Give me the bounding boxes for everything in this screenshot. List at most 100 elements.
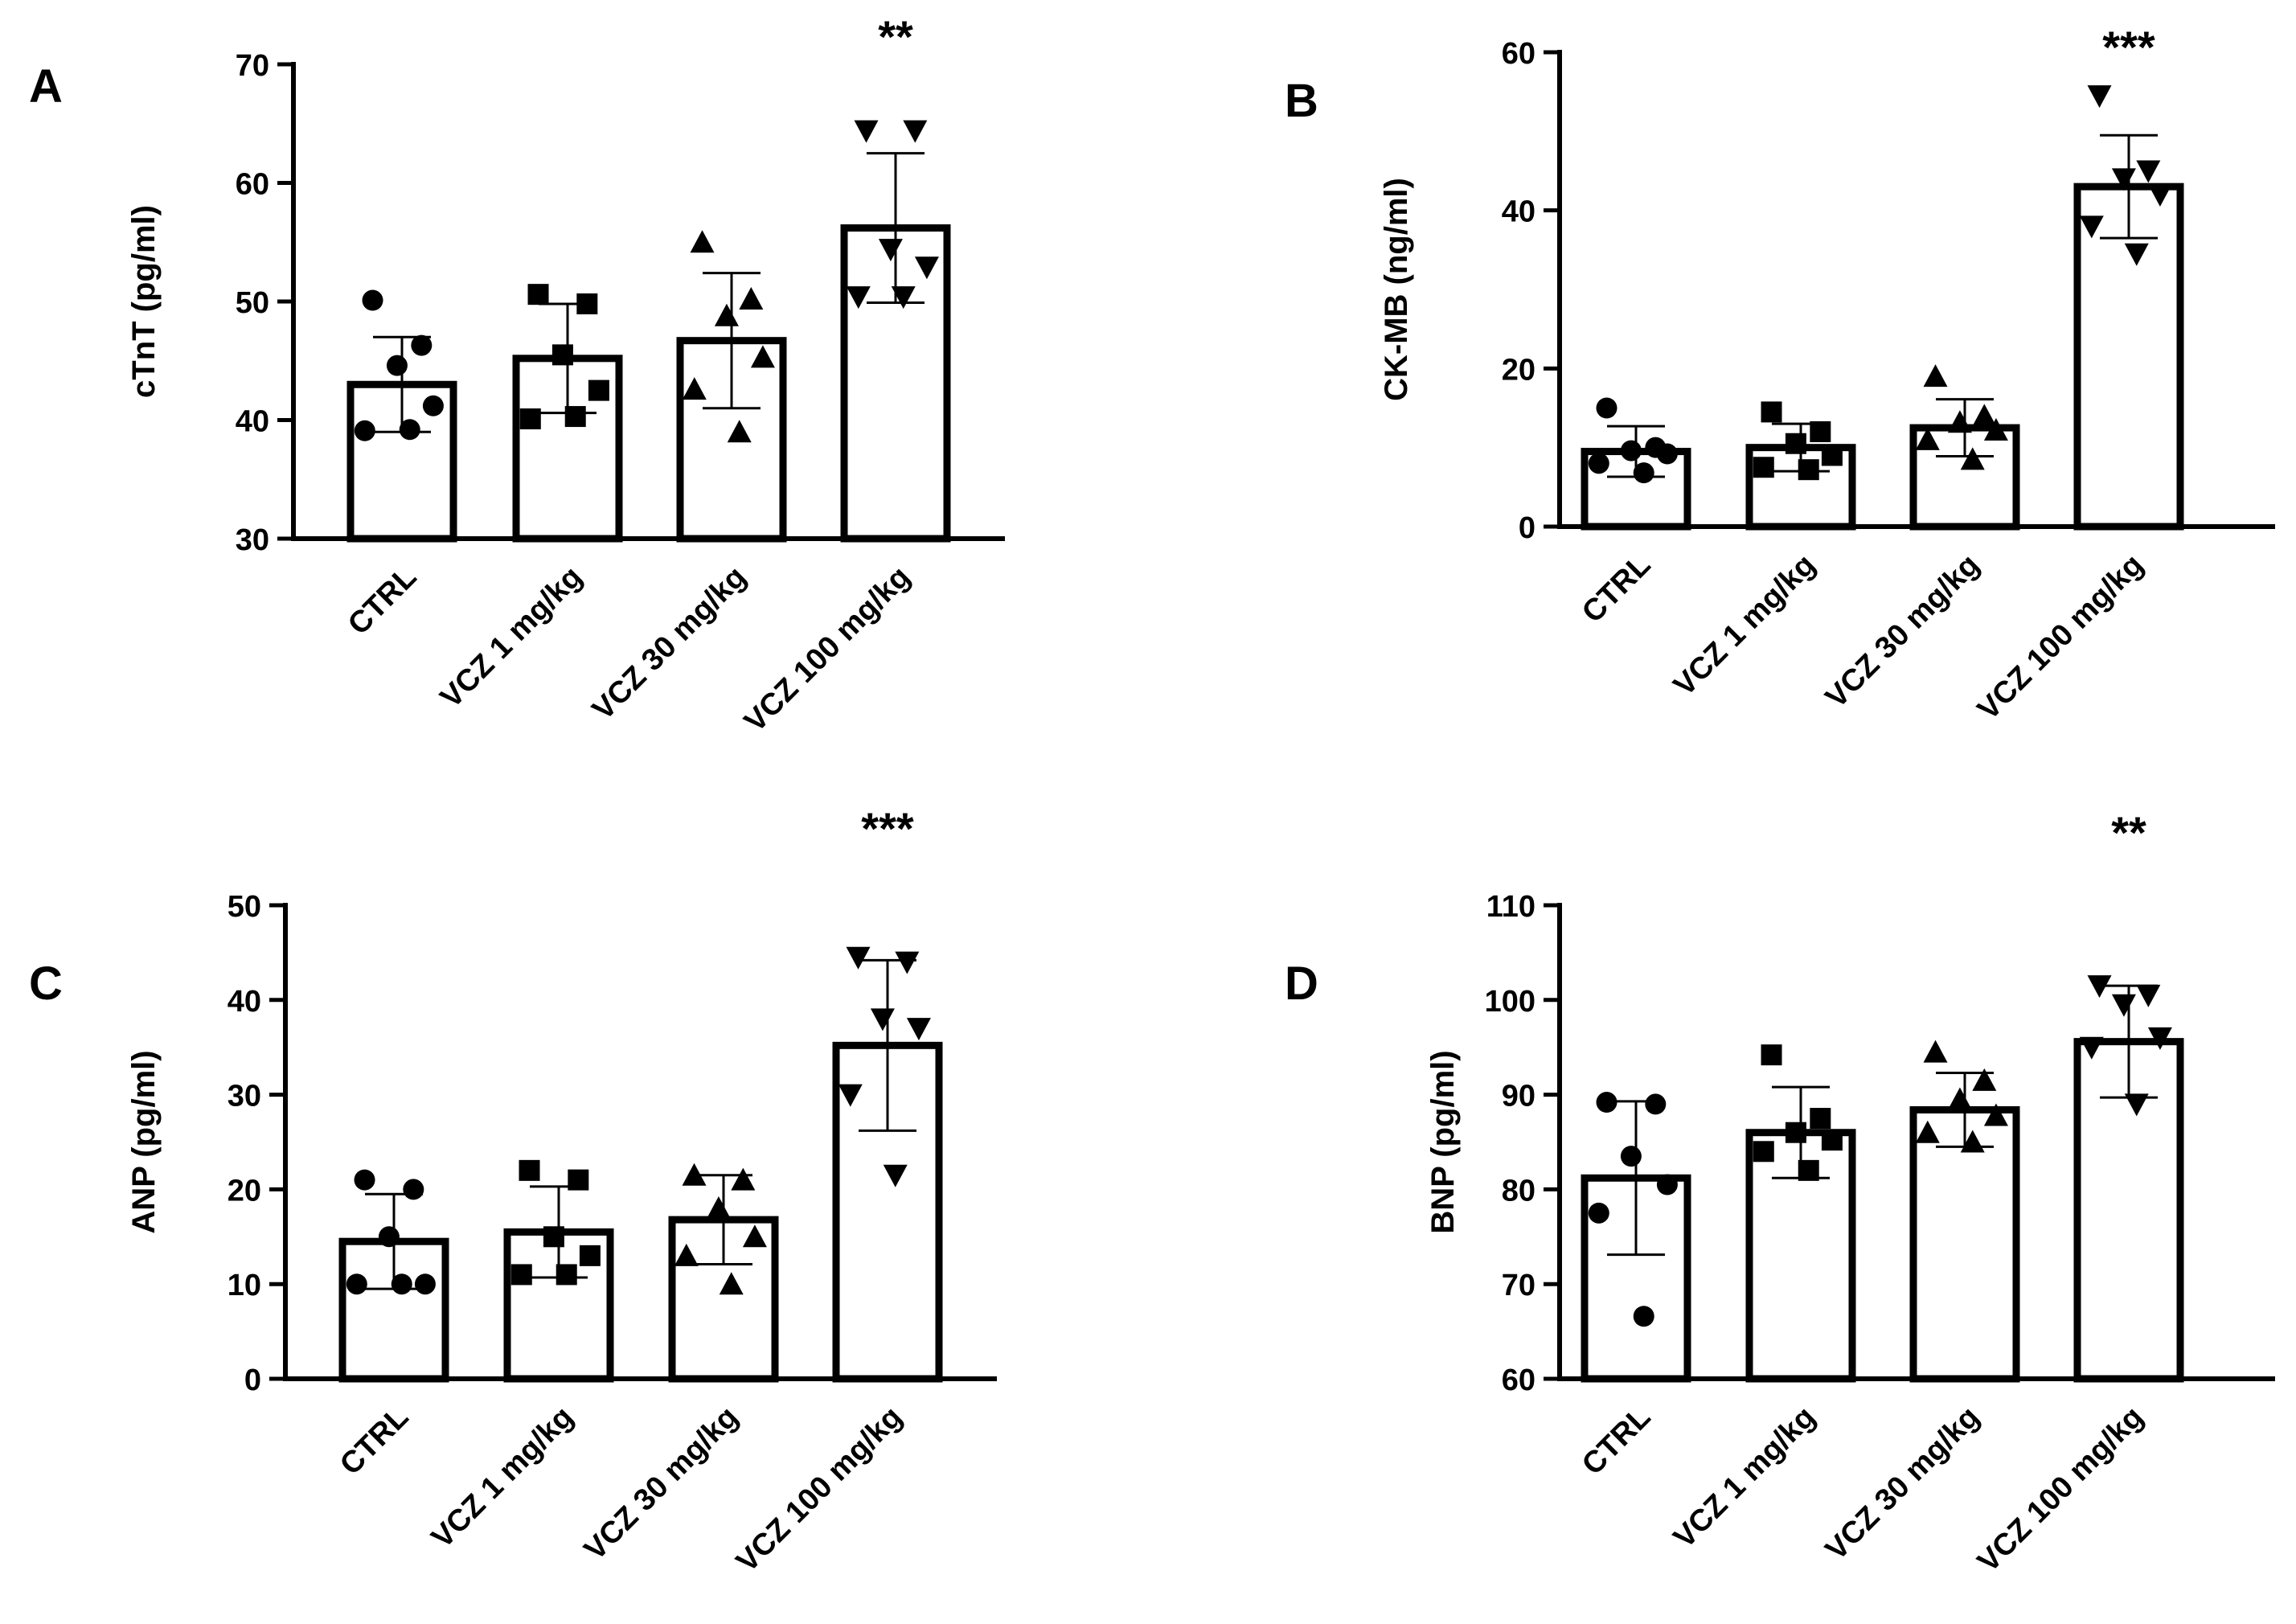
panel-c-data-point	[846, 946, 871, 970]
panel-c-data-point	[731, 1167, 756, 1191]
panel-a-x-tick-label: VCZ 100 mg/kg	[738, 560, 916, 739]
panel-d-data-point	[2111, 994, 2136, 1017]
panel-d-data-point	[2136, 984, 2161, 1007]
panel-a-data-point	[714, 303, 739, 326]
panel-b-data-point	[1810, 421, 1831, 442]
panel-a-x-tick-label: CTRL	[342, 560, 423, 642]
panel-b-data-point	[2136, 160, 2161, 183]
panel-a-data-point	[551, 344, 573, 366]
panel-letter-d: D	[1285, 958, 1318, 1010]
panel-a-data-point	[739, 287, 764, 310]
panel-a-data-point	[519, 408, 541, 430]
panel-b-data-point	[1761, 401, 1782, 423]
panel-d-data-point	[1947, 1087, 1972, 1110]
panel-c-data-point	[706, 1195, 731, 1219]
panel-b-data-point	[1620, 440, 1642, 461]
panel-c-data-point	[870, 1008, 895, 1031]
panel-a-y-tick-label: 50	[236, 286, 269, 320]
panel-a-data-point	[891, 286, 916, 310]
panel-d-data-point	[1761, 1044, 1782, 1066]
panel-a-data-point	[354, 420, 375, 441]
panel-b-data-point	[1972, 404, 1997, 427]
panel-c-data-point	[519, 1159, 540, 1181]
panel-c-data-point	[346, 1273, 367, 1295]
panel-c-data-point	[568, 1169, 589, 1191]
panel-b-data-point	[2079, 215, 2104, 239]
panel-d-x-tick-label: VCZ 100 mg/kg	[1971, 1400, 2150, 1579]
panel-a-y-tick-label: 30	[236, 523, 269, 557]
panel-d-significance: **	[2111, 807, 2146, 858]
panel-b-significance: ***	[2102, 22, 2155, 72]
panel-b-data-point	[1753, 457, 1774, 478]
panel-c-y-axis-label: ANP (pg/ml)	[126, 1050, 162, 1233]
panel-c-data-point	[906, 1018, 931, 1041]
panel-d-y-tick-label: 90	[1502, 1080, 1535, 1113]
panel-a-data-point	[576, 293, 598, 314]
panel-c-data-point	[719, 1272, 744, 1295]
panel-d-data-point	[2079, 1036, 2104, 1060]
panel-a-data-point	[588, 379, 609, 401]
panel-letter-c: C	[29, 958, 63, 1010]
panel-b-data-point	[1798, 459, 1819, 481]
panel-c-x-tick-label: CTRL	[334, 1400, 415, 1482]
panel-d-y-tick-label: 110	[1486, 890, 1535, 924]
panel-a-data-point	[690, 230, 715, 253]
panel-a-data-point	[422, 395, 444, 416]
panel-c-data-point	[510, 1264, 532, 1286]
panel-c-data-point	[742, 1224, 767, 1248]
panel-a-data-point	[564, 406, 586, 428]
panel-b-y-tick-label: 0	[1519, 511, 1535, 545]
panel-a-data-point	[750, 345, 775, 368]
panel-b-data-point	[1656, 443, 1678, 465]
panel-c-y-tick-label: 20	[228, 1174, 261, 1208]
panel-b-x-tick-label: CTRL	[1576, 548, 1657, 630]
panel-c-data-point	[556, 1264, 577, 1286]
panel-a-data-point	[527, 284, 549, 306]
panel-c-data-point	[543, 1226, 564, 1248]
panel-a-data-point	[682, 377, 707, 400]
panel-d-data-point	[1596, 1092, 1617, 1113]
panel-a-data-point	[411, 334, 433, 356]
panel-d-data-point	[1753, 1141, 1774, 1163]
panel-b-data-point	[1960, 447, 1985, 470]
panel-d-x-tick-label: VCZ 1 mg/kg	[1667, 1400, 1822, 1555]
panel-c-y-tick-label: 30	[228, 1080, 261, 1113]
panel-b-x-tick-label: VCZ 30 mg/kg	[1819, 548, 1986, 715]
panel-d-data-point	[1620, 1146, 1642, 1167]
panel-b-data-point	[1596, 397, 1617, 419]
panel-d-data-point	[1983, 1103, 2008, 1126]
panel-c-x-tick-label: VCZ 1 mg/kg	[425, 1400, 580, 1555]
panel-d-data-point	[2087, 975, 2112, 999]
panel-c-y-tick-label: 40	[228, 985, 261, 1019]
panel-b-data-point	[1915, 427, 1940, 450]
panel-a-data-point	[399, 419, 420, 441]
panel-a-significance: **	[878, 11, 913, 62]
panel-c-data-point	[579, 1245, 601, 1266]
panel-a-data-point	[362, 289, 383, 311]
panel-a-y-tick-label: 70	[236, 49, 269, 83]
panel-d-data-point	[1960, 1130, 1985, 1153]
panel-b-y-axis-label: CK-MB (ng/ml)	[1379, 178, 1414, 401]
panel-d-y-tick-label: 80	[1502, 1174, 1535, 1208]
panel-d-y-axis-label: BNP (pg/ml)	[1425, 1050, 1461, 1233]
panel-d-bar	[1909, 1105, 2020, 1383]
panel-b-data-point	[1785, 433, 1806, 454]
panel-b-data-point	[1983, 418, 2008, 441]
panel-c-data-point	[391, 1273, 412, 1295]
panel-a-data-point	[846, 286, 871, 310]
panel-d-data-point	[1923, 1040, 1948, 1063]
panel-b-y-tick-label: 60	[1502, 37, 1535, 71]
panel-b-data-point	[2111, 168, 2136, 191]
panel-d-data-point	[1633, 1306, 1654, 1327]
panel-d-data-point	[2124, 1093, 2149, 1117]
panel-c-data-point	[414, 1273, 436, 1295]
panel-d-data-point	[1821, 1130, 1843, 1151]
panel-b-y-tick-label: 40	[1502, 195, 1535, 229]
panel-d-data-point	[1656, 1174, 1678, 1195]
panel-b-bar	[2073, 182, 2184, 531]
panel-d-data-point	[1810, 1108, 1831, 1130]
panel-c-y-tick-label: 10	[228, 1269, 261, 1302]
panel-d-data-point	[1972, 1068, 1997, 1091]
panel-b-data-point	[1633, 462, 1654, 484]
